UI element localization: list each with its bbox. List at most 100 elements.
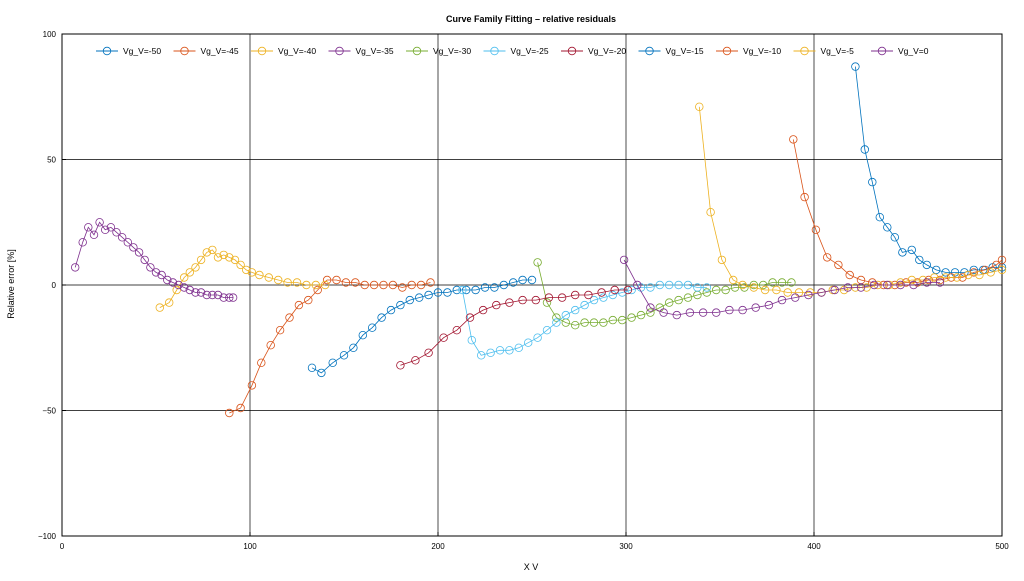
data-point	[527, 275, 537, 285]
legend-item[interactable]: Vg_V=-10	[716, 46, 781, 56]
legend-item[interactable]: Vg_V=-5	[793, 46, 855, 56]
data-point	[499, 280, 508, 290]
data-point	[219, 293, 228, 302]
legend-swatch-marker	[102, 46, 112, 56]
data-point	[589, 295, 599, 305]
data-point	[304, 295, 313, 305]
axis-ticks: 0 100 200 300 400 500 −100 −50 0 50 100	[38, 30, 1009, 551]
data-point	[907, 245, 916, 255]
legend-item[interactable]: Vg_V=-20	[561, 46, 626, 56]
data-point	[230, 255, 240, 265]
data-point	[997, 255, 1007, 265]
data-point	[100, 225, 110, 234]
data-point	[396, 361, 405, 370]
legend-swatch-marker	[567, 46, 577, 56]
data-point	[492, 300, 501, 310]
data-point	[411, 356, 420, 365]
data-point	[870, 280, 879, 290]
data-point	[749, 283, 758, 292]
data-point	[922, 278, 931, 287]
data-point	[646, 283, 655, 292]
data-point	[368, 323, 377, 332]
data-point	[907, 275, 916, 285]
data-point	[964, 270, 973, 280]
legend[interactable]: Vg_V=-50 Vg_V=-45 Vg_V=-40 Vg_V=-35 Vg_V=-30…	[96, 46, 929, 56]
data-point	[665, 280, 674, 290]
series-line	[400, 289, 628, 366]
data-point	[571, 305, 580, 315]
legend-label: Vg_V=0	[898, 46, 929, 56]
data-point	[236, 260, 245, 270]
legend-item[interactable]: Vg_V=-15	[638, 46, 704, 56]
data-point	[975, 270, 984, 280]
legend-item[interactable]: Vg_V=-45	[173, 46, 239, 56]
data-point	[95, 218, 104, 227]
y-tick-label: −50	[42, 407, 56, 416]
data-point	[571, 321, 580, 330]
data-point	[683, 293, 693, 302]
data-point	[646, 303, 655, 312]
y-tick-label: 0	[52, 281, 57, 290]
data-point	[117, 233, 127, 242]
data-point	[935, 275, 945, 285]
data-point	[358, 331, 367, 340]
data-point	[505, 298, 514, 307]
data-point	[890, 233, 899, 242]
data-point	[997, 265, 1007, 275]
data-point	[213, 290, 223, 300]
data-point	[693, 283, 702, 292]
data-point	[787, 278, 796, 287]
legend-item[interactable]: Vg_V=-35	[328, 46, 394, 56]
data-point	[764, 300, 774, 310]
data-point	[191, 263, 200, 272]
data-point	[909, 280, 918, 290]
data-point	[106, 223, 116, 232]
data-point	[292, 278, 302, 287]
data-point	[407, 280, 416, 290]
legend-item[interactable]: Vg_V=-40	[251, 46, 316, 56]
data-point	[843, 283, 852, 292]
legend-label: Vg_V=-50	[123, 46, 161, 56]
legend-item[interactable]: Vg_V=-50	[96, 46, 161, 56]
x-tick-label: 0	[60, 542, 65, 551]
legend-swatch-marker	[335, 46, 344, 56]
data-point	[992, 260, 1001, 270]
data-point	[791, 293, 800, 302]
legend-swatch-marker	[180, 46, 189, 56]
data-point	[930, 273, 939, 282]
series-group	[70, 62, 1007, 418]
data-point	[398, 283, 407, 292]
x-axis-label: X V	[524, 562, 539, 572]
grid	[62, 34, 1002, 536]
data-point	[386, 305, 396, 315]
data-point	[800, 192, 809, 202]
series	[458, 280, 711, 360]
legend-label: Vg_V=-20	[588, 46, 626, 56]
chart-title: Curve Family Fitting – relative residual…	[446, 14, 616, 24]
data-point	[860, 145, 869, 154]
legend-item[interactable]: Vg_V=0	[871, 46, 929, 56]
legend-label: Vg_V=-25	[511, 46, 549, 56]
data-point	[655, 280, 664, 290]
data-point	[823, 253, 832, 262]
legend-item[interactable]: Vg_V=-25	[483, 46, 549, 56]
series-line	[623, 259, 940, 316]
legend-item[interactable]: Vg_V=-30	[406, 46, 471, 56]
data-point	[236, 403, 245, 413]
legend-label: Vg_V=-5	[821, 46, 855, 56]
data-point	[717, 255, 727, 265]
data-point	[738, 305, 747, 315]
data-point	[868, 177, 877, 187]
data-point	[123, 238, 132, 247]
data-point	[599, 318, 608, 327]
data-point	[140, 255, 149, 265]
data-point	[969, 268, 978, 277]
data-point	[674, 295, 683, 305]
series-line	[855, 66, 1002, 273]
data-point	[264, 273, 273, 282]
data-point	[875, 212, 884, 222]
data-point	[379, 280, 388, 290]
x-tick-label: 200	[431, 542, 445, 551]
data-point	[830, 285, 839, 295]
data-point	[146, 263, 155, 272]
